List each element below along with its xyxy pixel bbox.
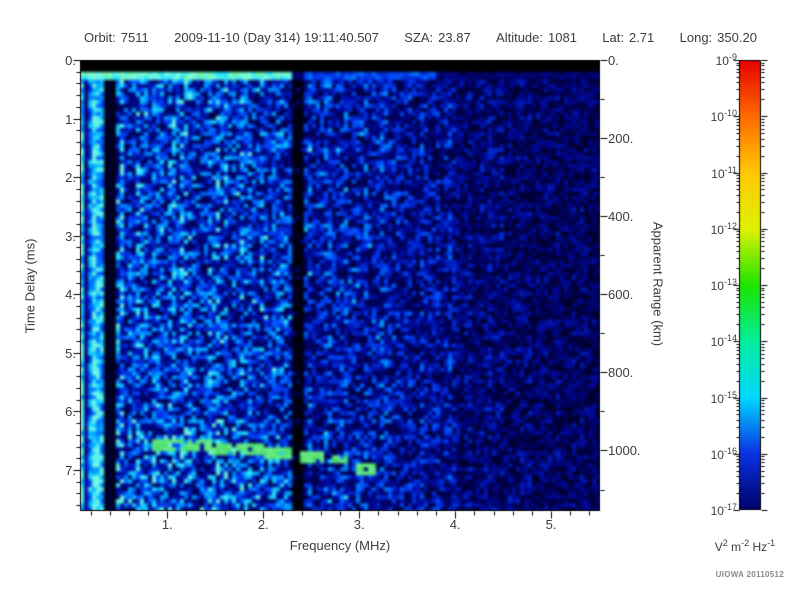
x-axis-title: Frequency (MHz) bbox=[289, 538, 391, 553]
y-tick-label: 0. bbox=[65, 53, 76, 68]
right-tick-label: 200. bbox=[608, 131, 634, 147]
y-tick-label: 6. bbox=[65, 404, 76, 420]
y-tick-label: 5. bbox=[65, 345, 76, 361]
sza-label: SZA: bbox=[404, 30, 434, 45]
long-value: 350.20 bbox=[717, 30, 757, 45]
orbit-field: Orbit: 7511 bbox=[84, 30, 154, 45]
sza-value: 23.87 bbox=[438, 30, 471, 45]
x-tick-label: 5. bbox=[545, 517, 557, 532]
header-info-bar: Orbit: 7511 2009-11-10 (Day 314) 19:11:40… bbox=[84, 30, 762, 45]
x-tick-label: 3. bbox=[353, 517, 365, 532]
right-tick-label: 400. bbox=[608, 209, 634, 225]
right-tick-label: 0. bbox=[608, 53, 619, 68]
credit-stamp: UIOWA 20110512 bbox=[715, 570, 784, 579]
y-axis-title: Time Delay (ms) bbox=[22, 238, 38, 334]
lat-value: 2.71 bbox=[628, 30, 655, 45]
right-axis-title: Apparent Range (km) bbox=[650, 221, 666, 347]
y-tick-label: 4. bbox=[65, 287, 76, 303]
lat-label: Lat: bbox=[602, 30, 624, 45]
x-tick-label: 2. bbox=[257, 517, 269, 532]
orbit-label: Orbit: bbox=[84, 30, 116, 45]
colorbar-tick-label: 10-13 bbox=[710, 277, 737, 293]
right-tick-label: 800. bbox=[608, 365, 634, 381]
right-tick-label: 600. bbox=[608, 287, 634, 303]
altitude-value: 1081 bbox=[548, 30, 577, 45]
colorbar-unit-label: V2 m-2 Hz-1 bbox=[714, 538, 776, 554]
colorbar-tick-label: 10-17 bbox=[710, 502, 737, 518]
colorbar-tick-label: 10-14 bbox=[710, 333, 737, 350]
orbit-value: 7511 bbox=[120, 30, 149, 45]
x-tick-label: 1. bbox=[161, 517, 173, 532]
y-tick-label: 7. bbox=[65, 463, 76, 478]
y-tick-label: 3. bbox=[65, 228, 76, 244]
colorbar-tick-label: 10-16 bbox=[710, 445, 737, 462]
colorbar-tick-label: 10-15 bbox=[710, 389, 737, 406]
colorbar-tick-label: 10-10 bbox=[710, 108, 737, 125]
colorbar-tick-label: 10-11 bbox=[711, 164, 737, 181]
colorbar-tick-label: 10-9 bbox=[715, 52, 737, 68]
long-label: Long: bbox=[679, 30, 713, 45]
datetime-field: 2009-11-10 (Day 314) 19:11:40.507 bbox=[174, 30, 384, 45]
datetime-value: 2009-11-10 (Day 314) 19:11:40.507 bbox=[174, 30, 379, 45]
long-field: Long: 350.20 bbox=[680, 30, 762, 45]
right-tick-label: 1000. bbox=[608, 443, 641, 459]
colorbar-tick-label: 10-12 bbox=[710, 220, 737, 237]
altitude-label: Altitude: bbox=[496, 30, 544, 45]
sza-field: SZA: 23.87 bbox=[404, 30, 475, 45]
y-tick-label: 1. bbox=[65, 111, 76, 127]
x-tick-label: 4. bbox=[449, 517, 461, 532]
lat-field: Lat: 2.71 bbox=[602, 30, 659, 45]
altitude-field: Altitude: 1081 bbox=[496, 30, 582, 45]
y-tick-label: 2. bbox=[65, 170, 76, 186]
